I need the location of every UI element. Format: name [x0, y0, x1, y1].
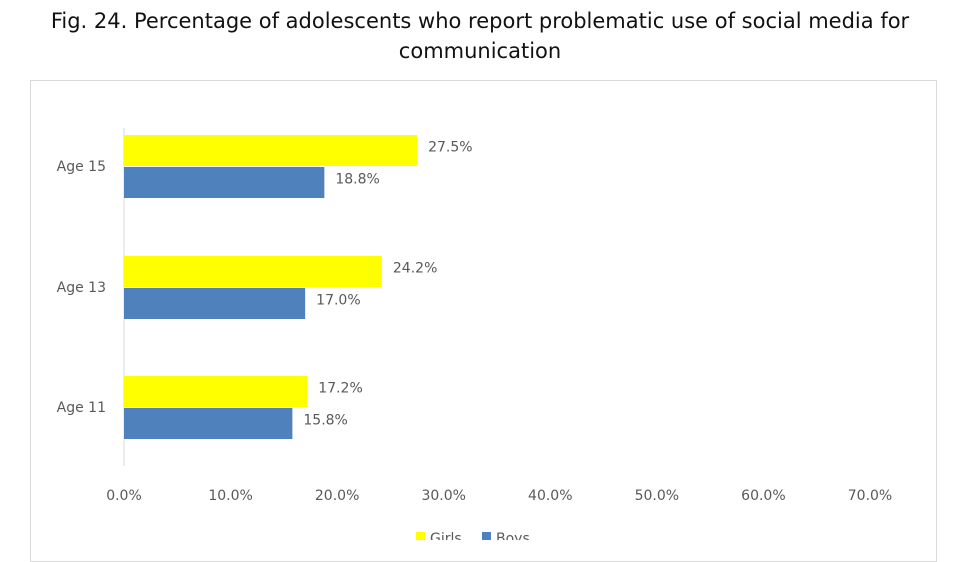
x-tick-label: 10.0%: [208, 488, 252, 504]
category-label: Age 15: [57, 159, 106, 175]
x-tick-label: 70.0%: [848, 488, 892, 504]
category-label: Age 13: [57, 280, 106, 296]
data-label: 17.0%: [316, 293, 360, 309]
x-tick-label: 60.0%: [741, 488, 785, 504]
x-tick-label: 0.0%: [106, 488, 142, 504]
bar-boys: [124, 288, 306, 319]
x-tick-label: 20.0%: [315, 488, 359, 504]
data-label: 18.8%: [335, 172, 379, 188]
category-label: Age 11: [57, 400, 106, 416]
x-tick-label: 50.0%: [635, 488, 679, 504]
data-label: 15.8%: [303, 413, 347, 429]
legend-label: Girls: [430, 531, 462, 540]
data-label: 27.5%: [428, 140, 472, 156]
bar-girls: [124, 256, 382, 287]
legend-swatch-girls: [416, 532, 425, 540]
bar-boys: [124, 408, 293, 439]
bar-girls: [124, 376, 308, 407]
legend-label: Boys: [496, 531, 530, 540]
bar-girls: [124, 135, 418, 166]
data-label: 17.2%: [318, 381, 362, 397]
legend-swatch-boys: [482, 532, 491, 540]
bar-boys: [124, 167, 325, 198]
x-tick-label: 30.0%: [421, 488, 465, 504]
data-label: 24.2%: [393, 261, 437, 277]
bar-chart: Age 15 27.5% 18.8% Age 13 24.2% 17.0% Age 11 17…: [57, 128, 892, 540]
x-tick-label: 40.0%: [528, 488, 572, 504]
chart-title: Fig. 24. Percentage of adolescents who r…: [50, 9, 910, 63]
